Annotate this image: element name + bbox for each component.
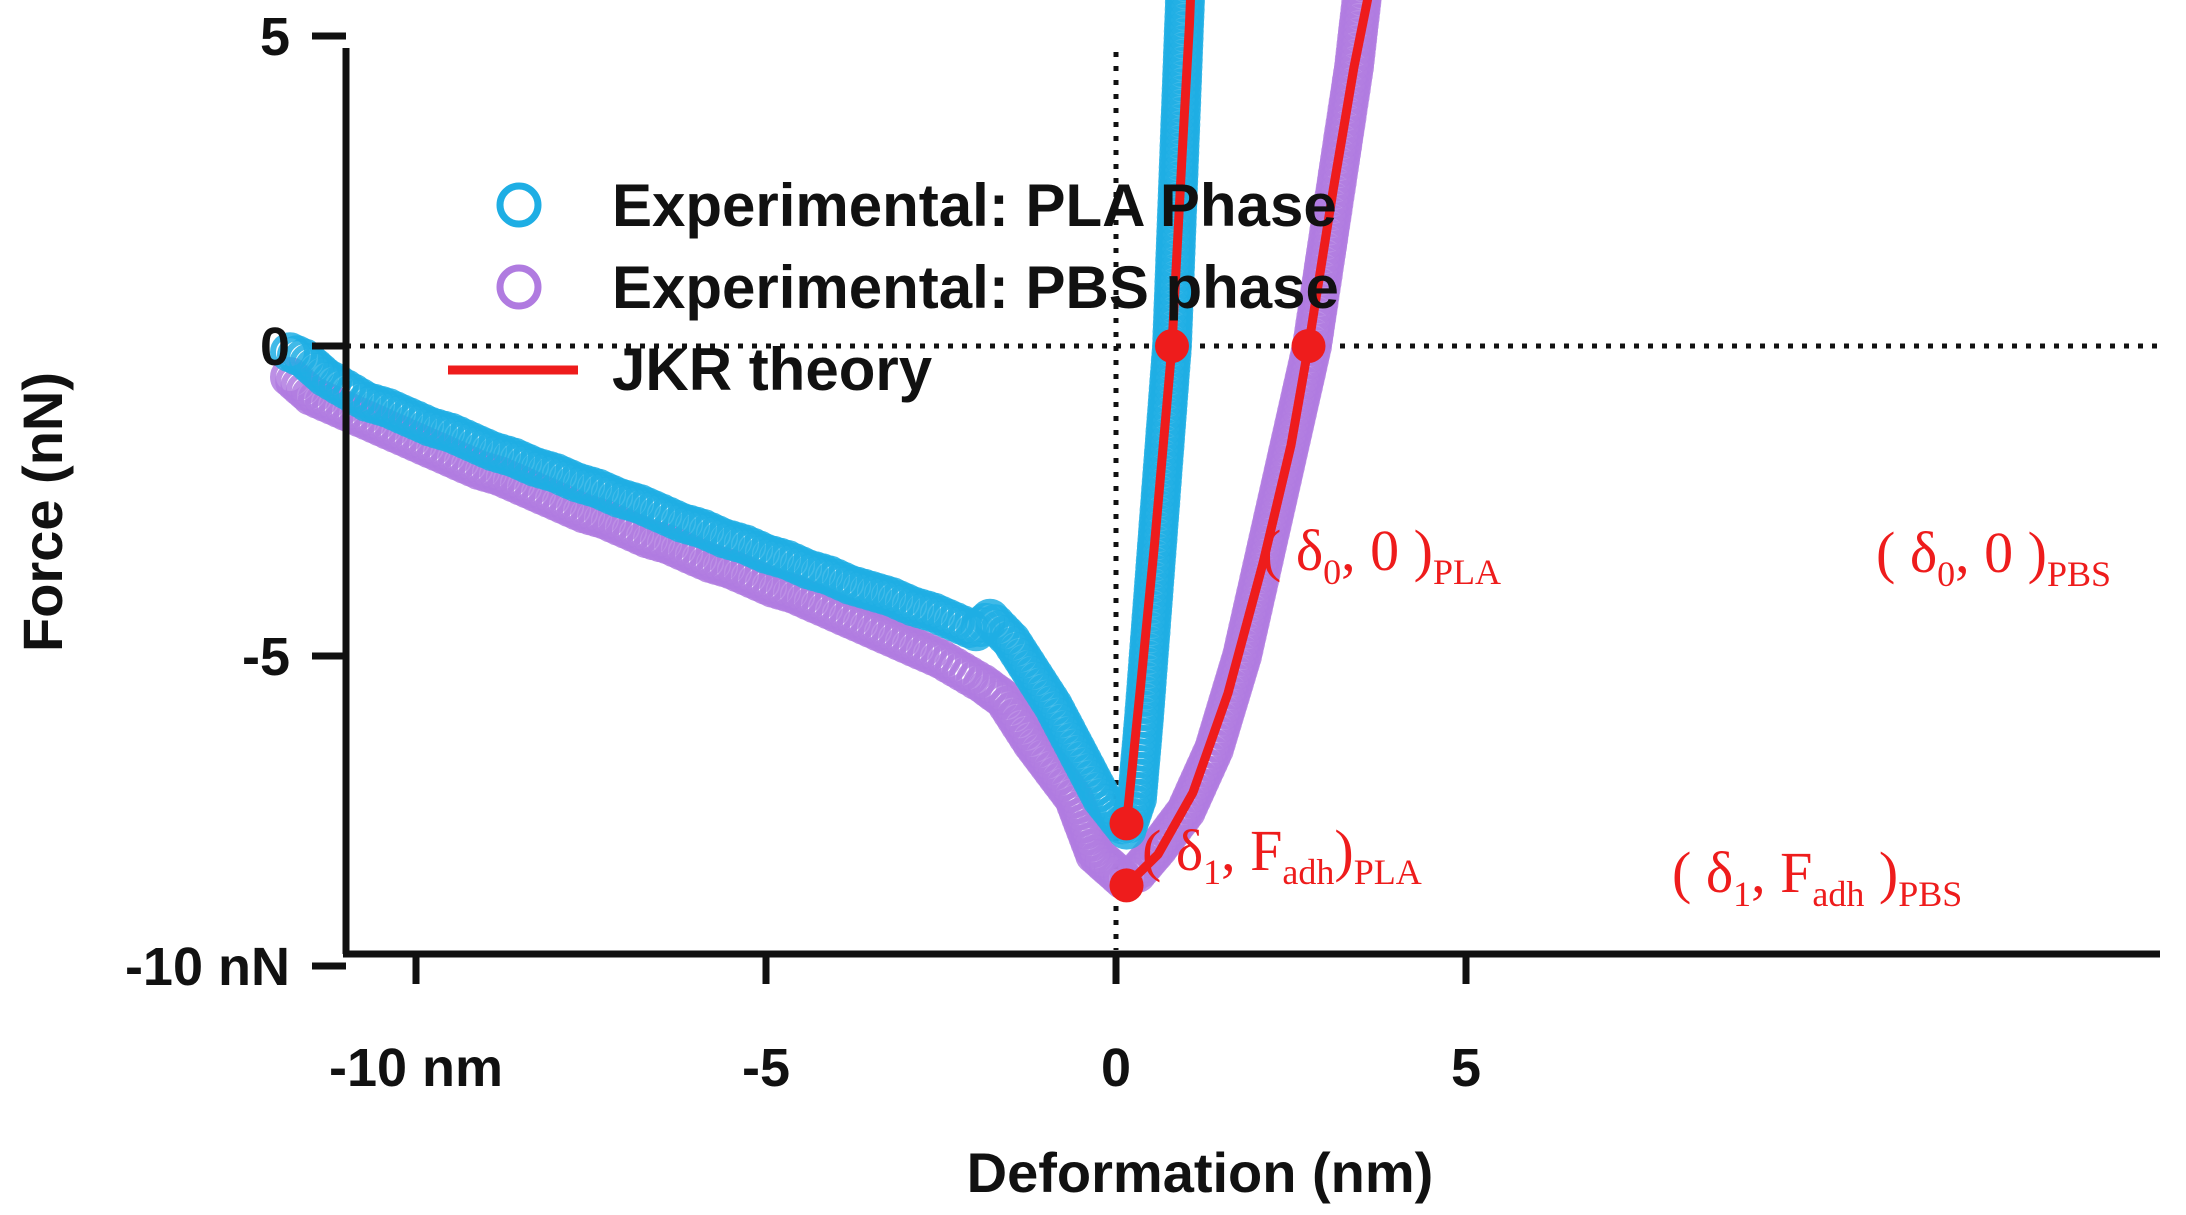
x-axis-title: Deformation (nm) — [967, 1141, 1434, 1204]
y-tick-label: 5 — [260, 7, 290, 67]
key-point — [1291, 329, 1326, 363]
annotation-pla-delta0: ( δ0, 0 )PLA — [1262, 518, 1501, 592]
axes — [342, 48, 2160, 958]
legend-pbs-marker — [496, 264, 542, 310]
x-tick-label: -10 nm — [329, 1038, 503, 1098]
legend-pla-label: Experimental: PLA Phase — [612, 172, 1337, 239]
reference-lines — [346, 52, 2160, 950]
x-tick-label: -5 — [742, 1038, 790, 1098]
pla-data-point — [1165, 0, 1205, 16]
key-point — [1109, 806, 1144, 841]
legend-pbs-label: Experimental: PBS phase — [612, 254, 1339, 321]
ticks: -10 nm-5051050-5-10 nN — [125, 7, 1481, 1098]
y-axis-title: Force (nN) — [11, 372, 74, 652]
pla-series — [270, 0, 1205, 850]
annotation-pbs-delta1: ( δ1, Fadh )PBS — [1672, 840, 1962, 914]
y-tick-label: -5 — [242, 627, 290, 687]
annotation-pla-delta1: ( δ1, Fadh)PLA — [1142, 818, 1422, 892]
legend-pla-marker — [496, 182, 542, 228]
y-tick-label: 0 — [260, 317, 290, 377]
pla-data-point — [1169, 0, 1202, 9]
legend-jkr-label: JKR theory — [612, 336, 933, 403]
x-tick-label: 5 — [1451, 1038, 1481, 1098]
legend: Experimental: PLA Phase Experimental: PB… — [448, 172, 1339, 403]
key-point — [1109, 868, 1144, 903]
x-tick-label: 0 — [1101, 1038, 1131, 1098]
jkr-line-pbs — [1122, 0, 1373, 890]
y-tick-label: -10 nN — [125, 937, 290, 997]
annotation-pbs-delta0: ( δ0, 0 )PBS — [1876, 520, 2111, 594]
key-points — [1109, 329, 1326, 903]
annotations: ( δ0, 0 )PLA ( δ0, 0 )PBS ( δ1, Fadh)PLA… — [1142, 518, 2111, 914]
key-point — [1155, 329, 1189, 363]
